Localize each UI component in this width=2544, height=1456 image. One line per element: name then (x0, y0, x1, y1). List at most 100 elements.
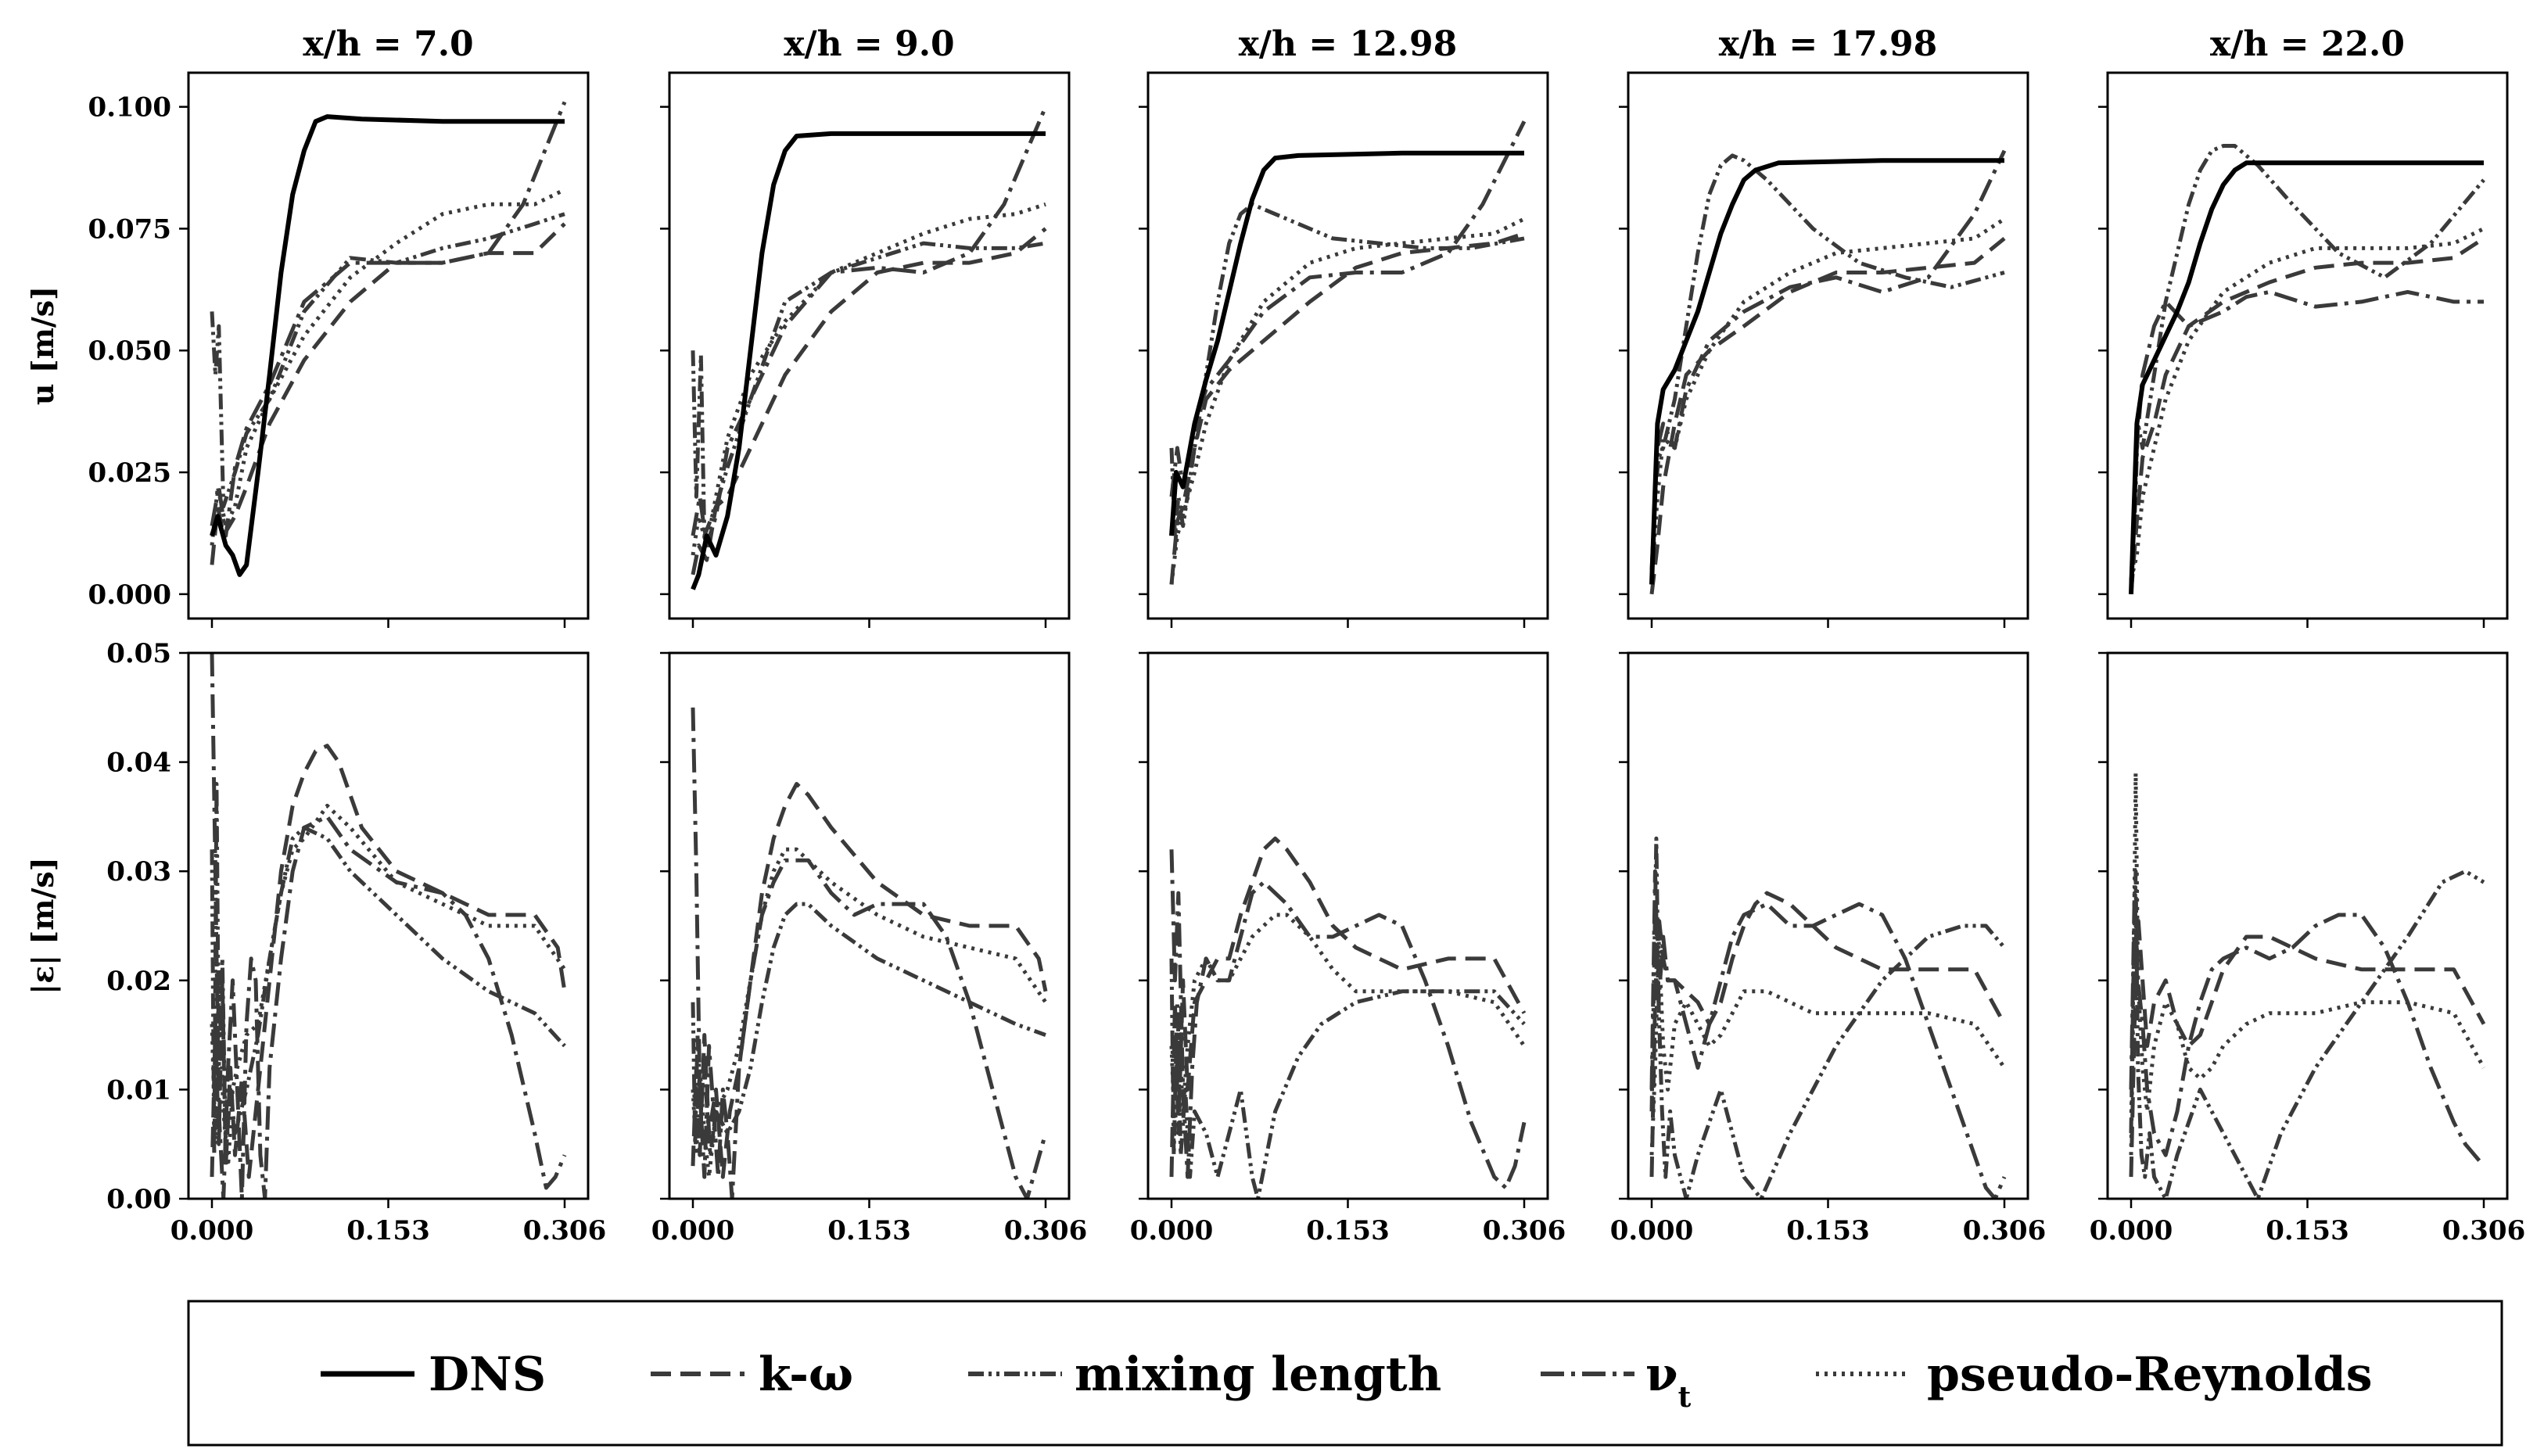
axes-frame (2106, 71, 2509, 620)
series-group (691, 106, 1048, 590)
series-kw (691, 227, 1047, 576)
series-ml (1649, 153, 2005, 585)
series-kw (2129, 236, 2485, 594)
series-nu (1649, 869, 2007, 1199)
column-title: x/h = 9.0 (784, 24, 954, 64)
legend: DNS k-ω mixing length νt pseudo-Reynolds (187, 1300, 2503, 1447)
legend-item-nu: νt (1541, 1347, 1692, 1414)
series-ml (1169, 958, 1526, 1199)
series-ml (691, 241, 1046, 538)
legend-subscript: t (1678, 1381, 1692, 1414)
series-nu (210, 653, 567, 1199)
legend-label: pseudo-Reynolds (1927, 1347, 2372, 1402)
y-tick-label: 0.000 (88, 579, 171, 611)
series-pr (210, 188, 566, 546)
y-tick-label: 0.04 (106, 748, 171, 779)
series-group (2129, 771, 2486, 1199)
y-tick-label: 0.02 (106, 966, 171, 997)
series-group (210, 653, 567, 1199)
series-kw (1649, 891, 2007, 1178)
panel-r1-c2: 0.000 0.153 0.306 (1130, 651, 1566, 1246)
x-tick-label: 0.153 (1786, 1215, 1869, 1246)
axes-frame (187, 651, 590, 1200)
series-dns (691, 131, 1046, 590)
legend-label: mixing length (1075, 1347, 1441, 1402)
series-ml (210, 782, 566, 1157)
legend-frame (187, 1300, 2503, 1447)
y-tick-label: 0.01 (106, 1074, 171, 1106)
series-dns (210, 114, 565, 577)
y-axis-label: |ε| [m/s] (25, 857, 60, 994)
series-kw (2129, 913, 2486, 1178)
series-group (1649, 836, 2007, 1199)
series-nu (2129, 289, 2484, 585)
panel-r1-c3: 0.000 0.153 0.306 (1610, 651, 2046, 1246)
x-tick-label: 0.306 (1963, 1215, 2046, 1246)
panel-r0-c1: x/h = 9.0 (660, 24, 1071, 628)
series-pr (1649, 217, 2006, 580)
x-tick-label: 0.153 (1306, 1215, 1389, 1246)
series-group (691, 707, 1048, 1199)
y-tick-label: 0.050 (88, 335, 171, 367)
panel-r0-c2: x/h = 12.98 (1139, 24, 1549, 628)
legend-item-kw: k-ω (651, 1347, 853, 1402)
series-ml (2129, 144, 2485, 585)
series-pr (2129, 227, 2485, 580)
x-tick-label: 0.306 (1004, 1215, 1087, 1246)
axes-frame (668, 71, 1071, 620)
legend-item-dns: DNS (321, 1347, 546, 1402)
column-title: x/h = 12.98 (1239, 24, 1458, 64)
series-ml (1649, 836, 2006, 1199)
series-ml (1169, 202, 1525, 538)
x-tick-label: 0.153 (2266, 1215, 2348, 1246)
x-tick-label: 0.000 (651, 1215, 734, 1246)
x-tick-label: 0.153 (827, 1215, 910, 1246)
axes-frame (1627, 71, 2029, 620)
x-tick-label: 0.000 (1130, 1215, 1213, 1246)
series-kw (691, 782, 1048, 1179)
series-pr (1169, 217, 1526, 585)
series-nu (691, 707, 1048, 1199)
x-tick-label: 0.306 (1483, 1215, 1566, 1246)
series-pr (210, 803, 567, 1168)
x-tick-label: 0.000 (170, 1215, 253, 1246)
series-nu (210, 101, 567, 538)
series-nu (2129, 891, 2485, 1167)
panels: 0.000 0.025 0.050 0.075 0.100 x/h = 7.0 u [m/s… (25, 24, 2525, 1246)
axes-frame (2106, 651, 2509, 1200)
series-group (1169, 836, 1527, 1199)
series-group (210, 101, 567, 577)
series-ml (2129, 869, 2485, 1199)
series-dns (1169, 150, 1524, 536)
series-pr (2129, 771, 2486, 1156)
series-group (2129, 144, 2485, 594)
column-title: x/h = 17.98 (1719, 24, 1938, 64)
series-nu (1649, 149, 2007, 570)
series-kw (1169, 231, 1525, 585)
series-pr (691, 847, 1048, 1179)
series-kw (1649, 236, 2006, 595)
series-group (1169, 120, 1527, 585)
panel-r0-c0: 0.000 0.025 0.050 0.075 0.100 x/h = 7.0 u [m/s… (25, 24, 590, 628)
panel-r1-c1: 0.000 0.153 0.306 (651, 651, 1087, 1246)
legend-label: k-ω (759, 1347, 853, 1402)
x-tick-label: 0.306 (523, 1215, 606, 1246)
y-tick-label: 0.05 (106, 638, 171, 669)
legend-label: νt (1645, 1347, 1692, 1414)
panel-r0-c3: x/h = 17.98 (1619, 24, 2029, 628)
series-dns (1649, 158, 2004, 585)
y-tick-label: 0.00 (106, 1184, 171, 1215)
series-dns (2129, 160, 2484, 594)
y-tick-label: 0.100 (88, 92, 171, 124)
panel-r1-c4: 0.000 0.153 0.306 (2090, 651, 2525, 1246)
x-tick-label: 0.153 (346, 1215, 429, 1246)
legend-label: DNS (429, 1347, 546, 1402)
axes-frame (1146, 651, 1549, 1200)
x-tick-label: 0.000 (2090, 1215, 2173, 1246)
series-group (1649, 149, 2007, 595)
panel-r1-c0: 0.00 0.01 0.02 0.03 0.04 0.05 0.000 0.153 0.306 |… (25, 638, 606, 1246)
y-tick-label: 0.075 (88, 213, 171, 245)
series-nu (691, 106, 1048, 547)
series-nu (1169, 849, 1527, 1190)
